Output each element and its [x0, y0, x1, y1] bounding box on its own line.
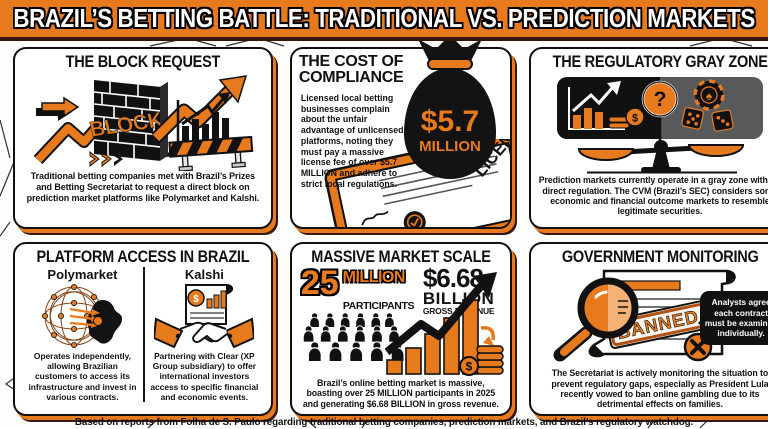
panel-caption: The Secretariat is actively monitoring t… — [551, 368, 768, 410]
brick-wall-icon: BLOCK — [87, 80, 168, 162]
footer-source-note: Based on reports from Folha de S. Paulo … — [74, 417, 694, 428]
scale-frame — [577, 140, 744, 174]
growth-arrow-icon — [151, 75, 247, 143]
panel-caption: Brazil’s online betting market is massiv… — [302, 377, 499, 409]
platform-name: Kalshi — [184, 267, 224, 283]
participants-block: 25 MILLION PARTICIPANTS — [299, 264, 415, 377]
network-globe-icon — [42, 284, 123, 349]
panel-grid: THE BLOCK REQUEST — [13, 35, 768, 416]
panel-platform-access: PLATFORM ACCESS IN BRAZIL Polymarket — [13, 242, 273, 416]
question-glyph: ? — [654, 88, 667, 111]
market-scale-content: 25 MILLION PARTICIPANTS — [299, 263, 504, 377]
panel-title: PLATFORM ACCESS IN BRAZIL — [36, 248, 250, 266]
brazil-map-icon — [87, 300, 123, 344]
panel-caption: Prediction markets currently operate in … — [538, 175, 768, 217]
svg-text:$: $ — [632, 113, 638, 125]
revenue-amount: $6.68 — [422, 263, 484, 294]
revenue-chart-icon: $ — [384, 272, 504, 377]
panel-title: MASSIVE MARKET SCALE — [311, 248, 491, 266]
platform-caption: Operates independently, allowing Brazili… — [28, 351, 137, 402]
finance-document-icon: $ — [185, 284, 234, 326]
block-wall-illustration: BLOCK — [33, 75, 254, 172]
handshake-icon — [154, 317, 255, 349]
revenue-block: $6.68 BILLION GROSS REVENUE — [384, 263, 504, 377]
header-banner: BRAZIL’S BETTING BATTLE: TRADITIONAL VS.… — [0, 0, 768, 41]
double-arrow-icon — [35, 96, 80, 122]
panel-title: THE REGULATORY GRAY ZONE — [552, 53, 768, 71]
casino-chip-icon: ♠ — [693, 79, 725, 112]
participants-number: 25 — [300, 264, 339, 303]
markets-chart-icon: $ — [567, 81, 645, 131]
handshake-document-icon: $ — [154, 284, 255, 349]
panel-regulatory-gray-zone: THE REGULATORY GRAY ZONE $ — [528, 47, 768, 229]
participants-word: MILLION — [342, 269, 406, 287]
panel-title: THE COST OF COMPLIANCE — [298, 53, 404, 87]
dice-icons — [681, 107, 734, 133]
banned-scroll-icon: BANNED — [553, 270, 736, 362]
question-mark-icon: ? — [641, 81, 679, 144]
panel-government-monitoring: GOVERNMENT MONITORING BANNED — [528, 242, 768, 416]
bag-amount: $5.7 — [421, 105, 479, 138]
money-bag-icon: $5.7 MILLION — [403, 35, 496, 179]
doc-dollar: $ — [194, 294, 200, 305]
coins-icon: $ — [458, 345, 504, 377]
bar-chart-icon — [176, 92, 230, 143]
coin-dollar: $ — [465, 360, 472, 374]
platform-columns: Polymarket — [22, 267, 264, 402]
platform-name: Polymarket — [47, 267, 118, 283]
kalshi-column: Kalshi $ — [142, 267, 264, 402]
platform-caption: Partnering with Clear (XP Group subsidia… — [150, 351, 259, 402]
panel-title: THE BLOCK REQUEST — [65, 53, 221, 71]
award-ribbon-icon — [403, 211, 426, 227]
polymarket-column: Polymarket — [22, 267, 143, 401]
coins-icon: $ — [608, 107, 645, 129]
barrier-icon — [166, 136, 254, 172]
panel-body-text: Licensed local betting businesses compla… — [300, 93, 404, 189]
bag-unit: MILLION — [419, 138, 481, 155]
panel-cost-of-compliance: LICENSE THE COST OF COMPLIANCE Licensed … — [289, 35, 512, 229]
spade-glyph: ♠ — [706, 89, 713, 103]
magnifier-icon — [553, 277, 639, 362]
panel-block-request: THE BLOCK REQUEST — [13, 47, 273, 229]
page-title: BRAZIL’S BETTING BATTLE: TRADITIONAL VS.… — [13, 3, 755, 33]
panel-caption: Traditional betting companies met with B… — [26, 171, 260, 203]
panel-title: GOVERNMENT MONITORING — [561, 248, 759, 266]
panel-market-scale: MASSIVE MARKET SCALE 25 MILLION PARTICIP… — [289, 242, 512, 416]
balance-scale-illustration: $ ♠ — [556, 77, 763, 174]
participants-label: PARTICIPANTS — [342, 299, 415, 312]
